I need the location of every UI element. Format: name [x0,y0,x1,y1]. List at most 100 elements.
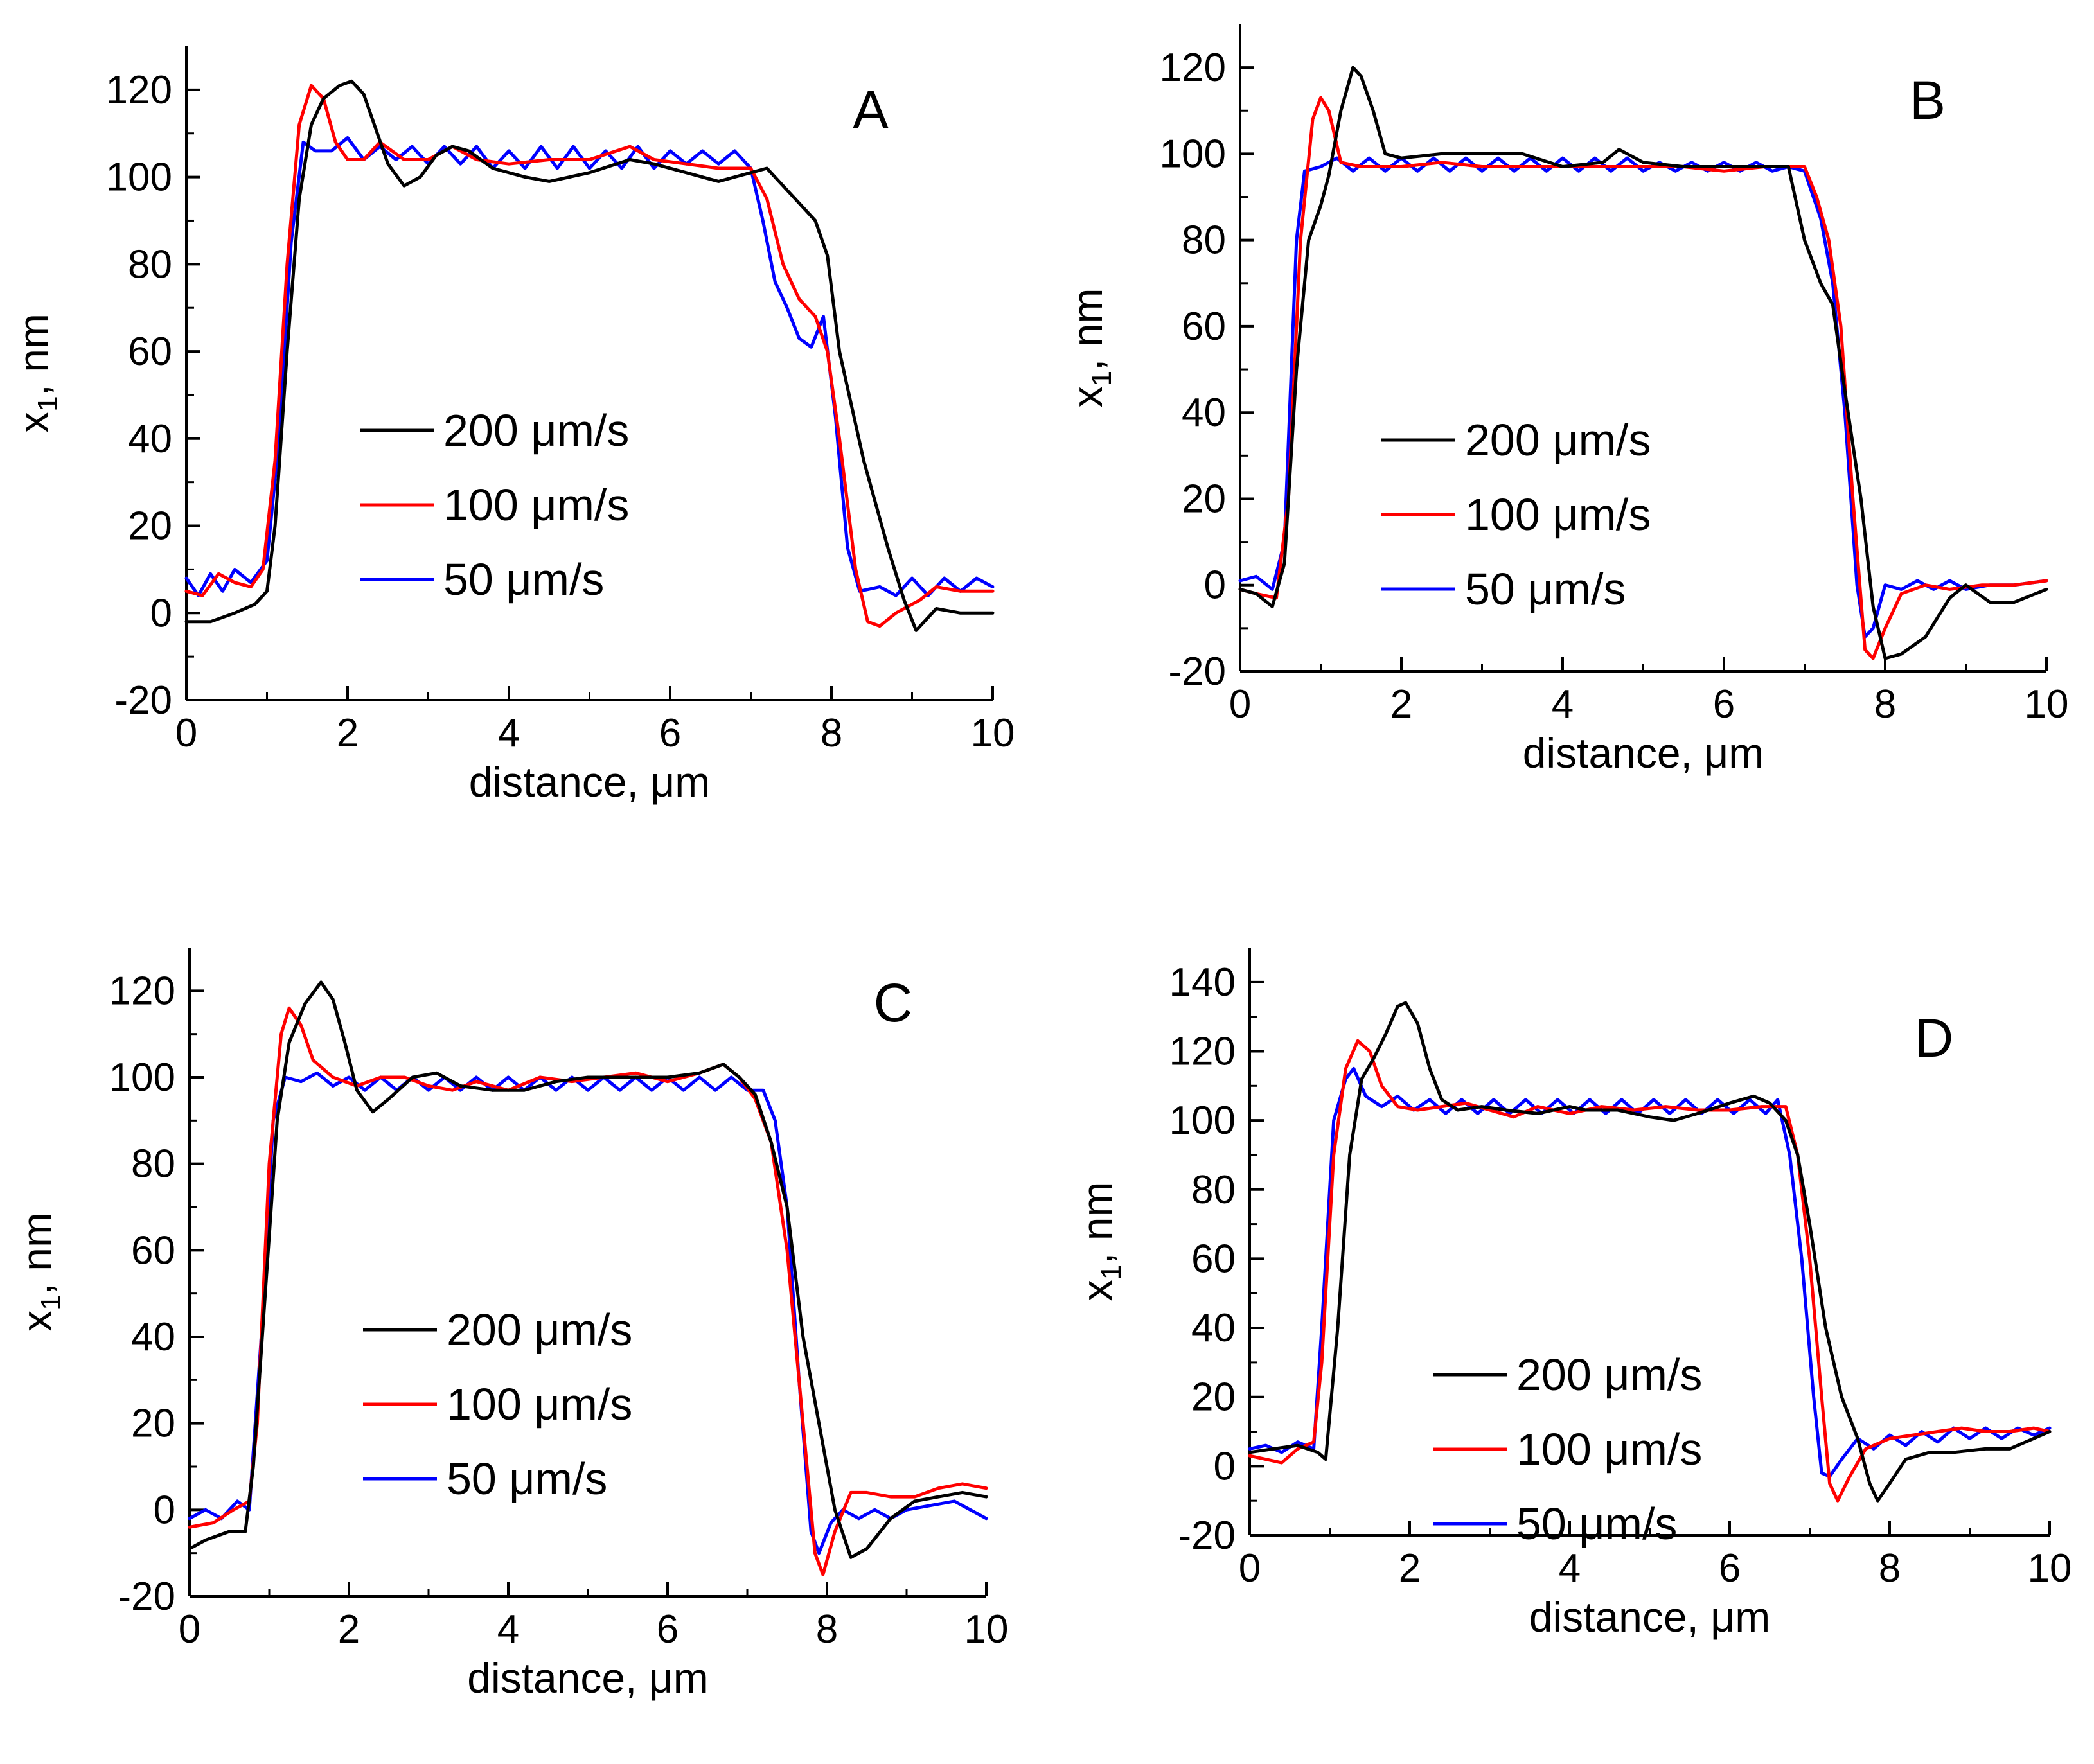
y-tick-label: 100 [109,1055,175,1100]
y-label-subscript: 1 [1086,371,1117,386]
y-label-main: x [13,1310,60,1332]
y-tick-label: 0 [1204,563,1226,608]
y-label-unit: , nm [13,1212,60,1294]
x-tick-label: 10 [964,1607,1009,1652]
y-tick-label: 120 [1169,1029,1236,1073]
legend-label: 50 μm/s [1465,564,1626,614]
series-line-100 [184,84,995,628]
y-label-subscript: 1 [32,396,64,411]
x-tick-label: 8 [1879,1546,1901,1591]
panel-label: D [1915,1008,1954,1068]
x-axis-label: distance, μm [469,758,711,806]
panel-label: C [874,973,913,1033]
x-axis-label: distance, μm [1529,1593,1771,1641]
series-line-100 [1248,1039,2052,1503]
x-tick-label: 8 [821,711,842,755]
series-line-50 [1248,1066,2052,1478]
series-line-50 [188,1071,988,1555]
x-tick-label: 2 [338,1607,360,1652]
y-tick-label: 120 [106,68,172,112]
y-tick-label: 0 [1214,1444,1236,1488]
y-axis-label: x1, nm [1063,288,1117,408]
series-line-100 [188,1006,988,1576]
legend-label: 200 μm/s [1516,1350,1702,1400]
y-tick-label: 0 [154,1488,175,1532]
y-tick-label: 140 [1169,960,1236,1005]
y-tick-label: 80 [1182,218,1226,263]
legend-label: 50 μm/s [443,554,604,604]
y-axis-label: x1, nm [1073,1182,1127,1301]
panel-label: A [853,80,889,140]
panel-label: B [1910,70,1946,130]
x-tick-label: 2 [1399,1546,1421,1591]
x-axis-label: distance, μm [467,1654,709,1702]
x-tick-label: 0 [1239,1546,1261,1591]
x-tick-label: 4 [498,711,520,755]
y-tick-label: 20 [1182,477,1226,521]
x-axis-label: distance, μm [1523,729,1764,777]
y-tick-label: 0 [150,591,172,635]
y-tick-label: 80 [131,1142,175,1186]
x-tick-label: 6 [1719,1546,1741,1591]
x-tick-label: 0 [175,711,197,755]
legend-label: 100 μm/s [443,480,629,530]
legend-label: 100 μm/s [1465,490,1651,540]
y-tick-label: 100 [1169,1098,1236,1143]
x-tick-label: 4 [1559,1546,1581,1591]
y-label-subscript: 1 [1096,1264,1127,1280]
y-tick-label: -20 [114,678,172,723]
y-label-unit: , nm [10,313,57,396]
series-line-100 [1238,96,2048,660]
y-tick-label: 100 [1160,132,1226,176]
series-line-50 [184,136,995,597]
series-line-200 [188,980,988,1559]
x-tick-label: 4 [1552,682,1574,727]
legend-label: 200 μm/s [1465,415,1651,465]
y-tick-label: 60 [1182,304,1226,349]
y-tick-label: 100 [106,155,172,200]
y-tick-label: 60 [1191,1237,1236,1281]
y-tick-label: 80 [1191,1168,1236,1212]
x-tick-label: 10 [971,711,1015,755]
series-line-200 [1248,1001,2052,1503]
legend-label: 50 μm/s [447,1454,607,1504]
y-axis-label: x1, nm [13,1212,67,1332]
y-tick-label: -20 [1178,1513,1236,1558]
x-tick-label: 4 [497,1607,519,1652]
legend-label: 100 μm/s [447,1379,632,1429]
y-label-unit: , nm [1073,1182,1121,1264]
y-tick-label: 20 [1191,1375,1236,1420]
y-tick-label: 40 [1182,391,1226,435]
y-tick-label: -20 [1168,649,1226,694]
y-tick-label: 120 [109,969,175,1013]
series-line-50 [1238,156,2048,639]
series-line-200 [1238,66,2048,660]
x-tick-label: 8 [1874,682,1896,727]
y-label-main: x [10,412,57,433]
legend-label: 50 μm/s [1516,1499,1677,1549]
x-tick-label: 6 [659,711,681,755]
y-label-unit: , nm [1063,288,1111,371]
y-tick-label: 40 [1191,1306,1236,1350]
x-tick-label: 6 [657,1607,679,1652]
y-label-subscript: 1 [35,1294,67,1310]
y-tick-label: 120 [1160,46,1226,90]
y-tick-label: 40 [131,1315,175,1359]
legend-label: 200 μm/s [447,1305,632,1355]
x-tick-label: 0 [1229,682,1251,727]
y-tick-label: 60 [131,1228,175,1273]
x-tick-label: 8 [816,1607,838,1652]
y-tick-label: 20 [131,1402,175,1446]
y-tick-label: 40 [128,417,172,461]
y-tick-label: -20 [118,1574,175,1619]
y-label-main: x [1073,1280,1121,1301]
x-tick-label: 10 [2025,682,2069,727]
legend-label: 100 μm/s [1516,1424,1702,1474]
legend-label: 200 μm/s [443,405,629,455]
x-tick-label: 2 [337,711,359,755]
